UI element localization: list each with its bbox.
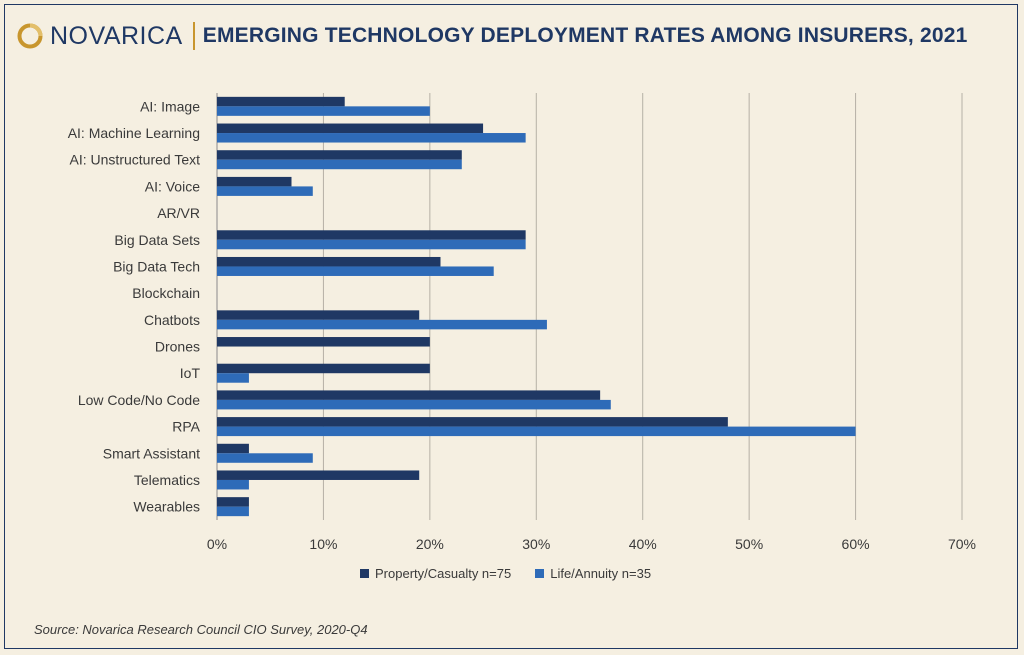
chart-frame [4,4,1018,649]
category-label: RPA [172,419,200,435]
legend-item-la: Life/Annuity n=35 [535,566,651,581]
category-label: AR/VR [157,205,200,221]
source-note: Source: Novarica Research Council CIO Su… [34,622,368,637]
bar-property-casualty [217,176,292,187]
x-tick-label: 10% [309,536,337,552]
bar-property-casualty [217,123,484,134]
bar-life-annuity [217,186,313,196]
bar-property-casualty [217,390,601,400]
bar-life-annuity [217,506,249,517]
bar-life-annuity [217,133,526,143]
category-label: AI: Voice [145,178,200,194]
category-label: AI: Machine Learning [68,125,200,141]
category-label: Big Data Tech [113,258,200,274]
bar-life-annuity [217,106,430,116]
bar-property-casualty [217,417,728,427]
bar-property-casualty [217,150,462,160]
legend-swatch-la [535,569,545,578]
x-tick-label: 20% [416,536,444,552]
x-tick-label: 30% [522,536,550,552]
bar-property-casualty [217,443,249,454]
chart-header: NOVARICA EMERGING TECHNOLOGY DEPLOYMENT … [16,20,968,52]
bar-property-casualty [217,363,430,374]
x-tick-label: 70% [948,536,976,552]
title-separator [192,22,195,50]
legend-item-pc: Property/Casualty n=75 [360,566,511,581]
bar-life-annuity [217,266,494,276]
chart-legend: Property/Casualty n=75 Life/Annuity n=35 [360,566,675,581]
bar-property-casualty [217,256,441,267]
category-label: AI: Unstructured Text [70,152,201,168]
bar-life-annuity [217,479,249,490]
bar-property-casualty [217,310,420,320]
bar-life-annuity [217,239,526,250]
x-tick-label: 40% [629,536,657,552]
legend-label-pc: Property/Casualty n=75 [375,566,512,581]
category-label: IoT [180,365,201,381]
bar-life-annuity [217,159,462,170]
brand-logo-text: NOVARICA [50,21,183,50]
x-tick-label: 0% [207,536,227,552]
category-label: Chatbots [144,312,200,328]
bar-property-casualty [217,497,249,507]
bar-life-annuity [217,453,313,463]
category-label: Telematics [134,472,200,488]
bar-life-annuity [217,426,856,437]
novarica-ring-logo-icon [17,23,43,49]
category-label: AI: Image [140,98,200,114]
bar-life-annuity [217,399,611,410]
legend-swatch-pc [360,569,369,578]
bar-property-casualty [217,337,430,347]
category-label: Blockchain [132,285,200,301]
bar-property-casualty [217,96,345,107]
x-tick-label: 50% [735,536,763,552]
chart-title: EMERGING TECHNOLOGY DEPLOYMENT RATES AMO… [202,24,968,47]
bar-property-casualty [217,470,420,480]
x-tick-label: 60% [842,536,870,552]
category-label: Wearables [133,499,200,515]
category-label: Smart Assistant [103,445,200,461]
category-label: Low Code/No Code [78,392,200,408]
legend-label-la: Life/Annuity n=35 [550,566,652,581]
bar-property-casualty [217,230,526,240]
category-label: Drones [155,339,200,355]
category-label: Big Data Sets [114,232,200,248]
bar-life-annuity [217,319,547,330]
bar-life-annuity [217,373,249,383]
